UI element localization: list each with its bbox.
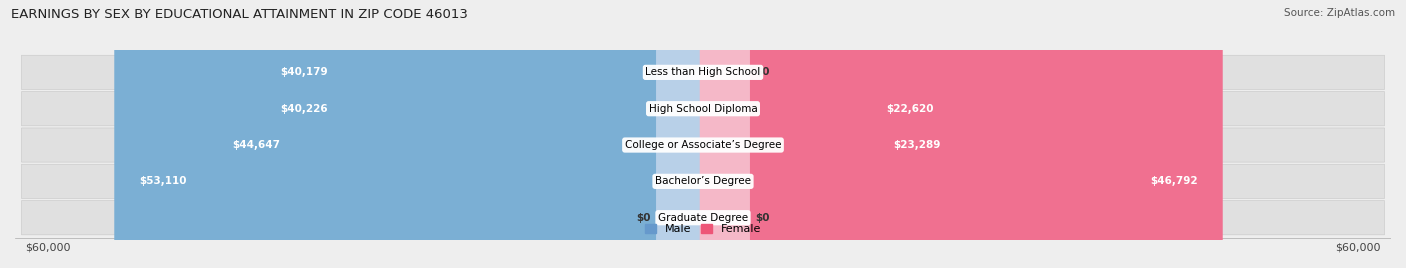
FancyBboxPatch shape <box>21 128 1385 162</box>
FancyBboxPatch shape <box>256 0 711 268</box>
Text: Source: ZipAtlas.com: Source: ZipAtlas.com <box>1284 8 1395 18</box>
Text: $40,179: $40,179 <box>281 67 328 77</box>
FancyBboxPatch shape <box>207 0 711 268</box>
Text: $23,289: $23,289 <box>894 140 941 150</box>
FancyBboxPatch shape <box>657 0 706 268</box>
Text: College or Associate’s Degree: College or Associate’s Degree <box>624 140 782 150</box>
Text: $0: $0 <box>755 67 770 77</box>
Text: Bachelor’s Degree: Bachelor’s Degree <box>655 176 751 186</box>
Text: $22,620: $22,620 <box>886 104 934 114</box>
FancyBboxPatch shape <box>114 0 711 268</box>
FancyBboxPatch shape <box>21 164 1385 198</box>
FancyBboxPatch shape <box>695 0 966 268</box>
FancyBboxPatch shape <box>21 55 1385 90</box>
Text: $46,792: $46,792 <box>1150 176 1198 186</box>
Text: High School Diploma: High School Diploma <box>648 104 758 114</box>
Text: EARNINGS BY SEX BY EDUCATIONAL ATTAINMENT IN ZIP CODE 46013: EARNINGS BY SEX BY EDUCATIONAL ATTAINMEN… <box>11 8 468 21</box>
Legend: Male, Female: Male, Female <box>641 219 765 239</box>
Text: Graduate Degree: Graduate Degree <box>658 213 748 223</box>
FancyBboxPatch shape <box>21 92 1385 126</box>
FancyBboxPatch shape <box>254 0 711 268</box>
Text: $40,226: $40,226 <box>280 104 328 114</box>
FancyBboxPatch shape <box>700 0 749 268</box>
Text: Less than High School: Less than High School <box>645 67 761 77</box>
FancyBboxPatch shape <box>695 0 959 268</box>
Text: $44,647: $44,647 <box>232 140 280 150</box>
Text: $53,110: $53,110 <box>139 176 187 186</box>
Text: $0: $0 <box>636 213 651 223</box>
Text: $0: $0 <box>755 213 770 223</box>
FancyBboxPatch shape <box>700 0 749 268</box>
FancyBboxPatch shape <box>21 201 1385 235</box>
FancyBboxPatch shape <box>695 0 1223 268</box>
